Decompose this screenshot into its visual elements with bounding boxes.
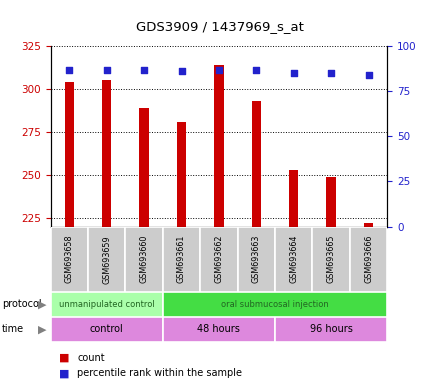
Text: ▶: ▶ (38, 299, 47, 310)
Bar (139, 108, 149, 227)
Text: oral submucosal injection: oral submucosal injection (221, 300, 329, 309)
Bar (51, 227, 88, 292)
Bar (312, 227, 350, 292)
Text: GSM693664: GSM693664 (289, 235, 298, 283)
Point (66, 66, 73, 73)
Text: GDS3909 / 1437969_s_at: GDS3909 / 1437969_s_at (136, 20, 304, 33)
Bar (125, 227, 163, 292)
Point (103, 66, 110, 73)
Text: control: control (90, 324, 124, 334)
Text: GSM693661: GSM693661 (177, 235, 186, 283)
Text: protocol: protocol (2, 299, 42, 310)
Bar (163, 317, 275, 342)
Text: time: time (2, 324, 24, 334)
Text: GSM693666: GSM693666 (364, 235, 373, 283)
Text: 48 hours: 48 hours (198, 324, 240, 334)
Bar (163, 292, 387, 317)
Text: GSM693663: GSM693663 (252, 235, 261, 283)
Text: ▶: ▶ (38, 324, 47, 334)
Bar (88, 227, 125, 292)
Text: ■: ■ (59, 353, 70, 363)
Point (290, 70, 297, 76)
Point (178, 68, 185, 74)
Point (216, 66, 222, 73)
Bar (289, 170, 298, 227)
Text: GSM693665: GSM693665 (326, 235, 336, 283)
Bar (102, 81, 111, 227)
Text: GSM693658: GSM693658 (65, 235, 74, 283)
Text: GSM693662: GSM693662 (214, 235, 224, 283)
Bar (51, 317, 163, 342)
Bar (275, 317, 387, 342)
Bar (200, 227, 238, 292)
Text: 96 hours: 96 hours (310, 324, 352, 334)
Bar (326, 177, 336, 227)
Point (141, 66, 148, 73)
Bar (214, 65, 224, 227)
Bar (238, 227, 275, 292)
Text: GSM693660: GSM693660 (139, 235, 149, 283)
Text: percentile rank within the sample: percentile rank within the sample (77, 368, 242, 378)
Text: GSM693659: GSM693659 (102, 235, 111, 283)
Bar (177, 122, 186, 227)
Text: count: count (77, 353, 105, 363)
Text: ■: ■ (59, 368, 70, 378)
Bar (51, 292, 163, 317)
Bar (163, 227, 200, 292)
Bar (252, 101, 261, 227)
Bar (364, 223, 373, 227)
Point (253, 66, 260, 73)
Bar (350, 227, 387, 292)
Bar (65, 82, 74, 227)
Point (327, 70, 335, 76)
Point (365, 72, 372, 78)
Text: unmanipulated control: unmanipulated control (59, 300, 154, 309)
Bar (275, 227, 312, 292)
